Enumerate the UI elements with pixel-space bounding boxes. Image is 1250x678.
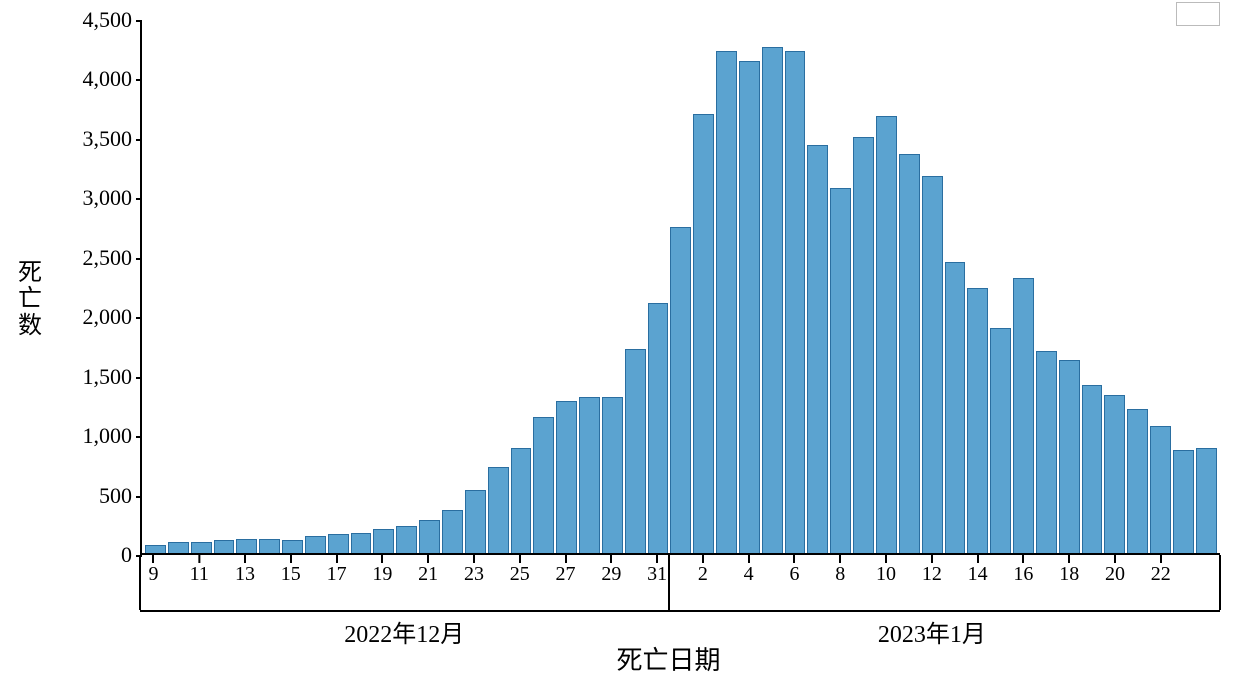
- bar: [488, 467, 509, 553]
- x-tick: 17: [327, 557, 347, 586]
- bar: [373, 529, 394, 553]
- bar: [1104, 395, 1125, 553]
- y-tick: 4,500: [60, 7, 132, 33]
- bar: [739, 61, 760, 553]
- x-tick: 4: [744, 557, 754, 586]
- bar: [328, 534, 349, 553]
- bar: [693, 114, 714, 553]
- bar: [282, 540, 303, 553]
- bar: [1127, 409, 1148, 553]
- bar: [396, 526, 417, 553]
- x-tick: 14: [968, 557, 988, 586]
- bar: [945, 262, 966, 553]
- x-tick: 21: [418, 557, 438, 586]
- month-separator: [139, 555, 141, 610]
- bar: [511, 448, 532, 553]
- bar: [145, 545, 166, 553]
- y-tick: 3,000: [60, 185, 132, 211]
- bar: [807, 145, 828, 553]
- bar: [191, 542, 212, 553]
- bar: [533, 417, 554, 553]
- bar: [579, 397, 600, 553]
- y-tick: 3,500: [60, 126, 132, 152]
- bar: [990, 328, 1011, 553]
- bar: [625, 349, 646, 553]
- y-tick: 2,000: [60, 304, 132, 330]
- bar: [830, 188, 851, 553]
- bar: [1036, 351, 1057, 553]
- bar: [259, 539, 280, 553]
- x-tick: 13: [235, 557, 255, 586]
- y-tick: 1,000: [60, 423, 132, 449]
- bar: [648, 303, 669, 553]
- deaths-bar-chart: 死亡数 0 500 1,000 1,500 2,000 2,500 3,000 3,500 4,…: [0, 0, 1250, 678]
- bar: [1150, 426, 1171, 553]
- bar: [1173, 450, 1194, 553]
- month-separator: [1219, 555, 1221, 610]
- bar: [876, 116, 897, 554]
- month-label: 2022年12月: [344, 614, 464, 649]
- bar: [214, 540, 235, 553]
- bar: [419, 520, 440, 553]
- bars-container: [142, 20, 1220, 553]
- x-axis-title: 死亡日期: [617, 640, 721, 677]
- x-tick: 9: [148, 557, 158, 586]
- y-tick: 1,500: [60, 364, 132, 390]
- bar: [465, 490, 486, 553]
- x-tick: 29: [601, 557, 621, 586]
- bar: [556, 401, 577, 553]
- bar: [899, 154, 920, 553]
- x-tick: 27: [556, 557, 576, 586]
- bar: [670, 227, 691, 553]
- y-tick: 4,000: [60, 66, 132, 92]
- x-tick: 20: [1105, 557, 1125, 586]
- x-tick: 18: [1059, 557, 1079, 586]
- x-tick: 2: [698, 557, 708, 586]
- x-tick: 10: [876, 557, 896, 586]
- bar: [1082, 385, 1103, 553]
- bar: [716, 51, 737, 553]
- plot-area: [140, 20, 1220, 555]
- x-tick: 16: [1013, 557, 1033, 586]
- bar: [236, 539, 257, 553]
- month-baseline: [140, 610, 1220, 612]
- y-tick: 2,500: [60, 245, 132, 271]
- y-axis-title: 死亡数: [18, 260, 42, 339]
- bar: [853, 137, 874, 553]
- bar: [922, 176, 943, 553]
- bar: [305, 536, 326, 553]
- bar: [168, 542, 189, 553]
- bar: [1196, 448, 1217, 553]
- bar: [1013, 278, 1034, 553]
- x-tick: 23: [464, 557, 484, 586]
- x-tick: 12: [922, 557, 942, 586]
- x-tick: 22: [1151, 557, 1171, 586]
- x-tick: 19: [372, 557, 392, 586]
- bar: [762, 47, 783, 553]
- x-tick: 8: [835, 557, 845, 586]
- bar: [602, 397, 623, 553]
- bar: [442, 510, 463, 553]
- bar: [785, 51, 806, 553]
- y-axis-ticks: 05001,0001,5002,0002,5003,0003,5004,0004…: [60, 20, 140, 555]
- x-tick: 11: [190, 557, 209, 586]
- x-tick: 31: [647, 557, 667, 586]
- bar: [1059, 360, 1080, 553]
- x-tick: 25: [510, 557, 530, 586]
- x-tick: 6: [789, 557, 799, 586]
- x-axis-ticks: 9 11 13 15 17 19 21 23 25 27 29 31 2 4 6 8 10 12 14 16 18 20 2…: [140, 557, 1220, 607]
- y-tick: 500: [60, 483, 132, 509]
- month-separator: [668, 555, 670, 610]
- x-tick: 15: [281, 557, 301, 586]
- bar: [351, 533, 372, 553]
- bar: [967, 288, 988, 553]
- y-tick: 0: [60, 542, 132, 568]
- month-label: 2023年1月: [878, 614, 986, 649]
